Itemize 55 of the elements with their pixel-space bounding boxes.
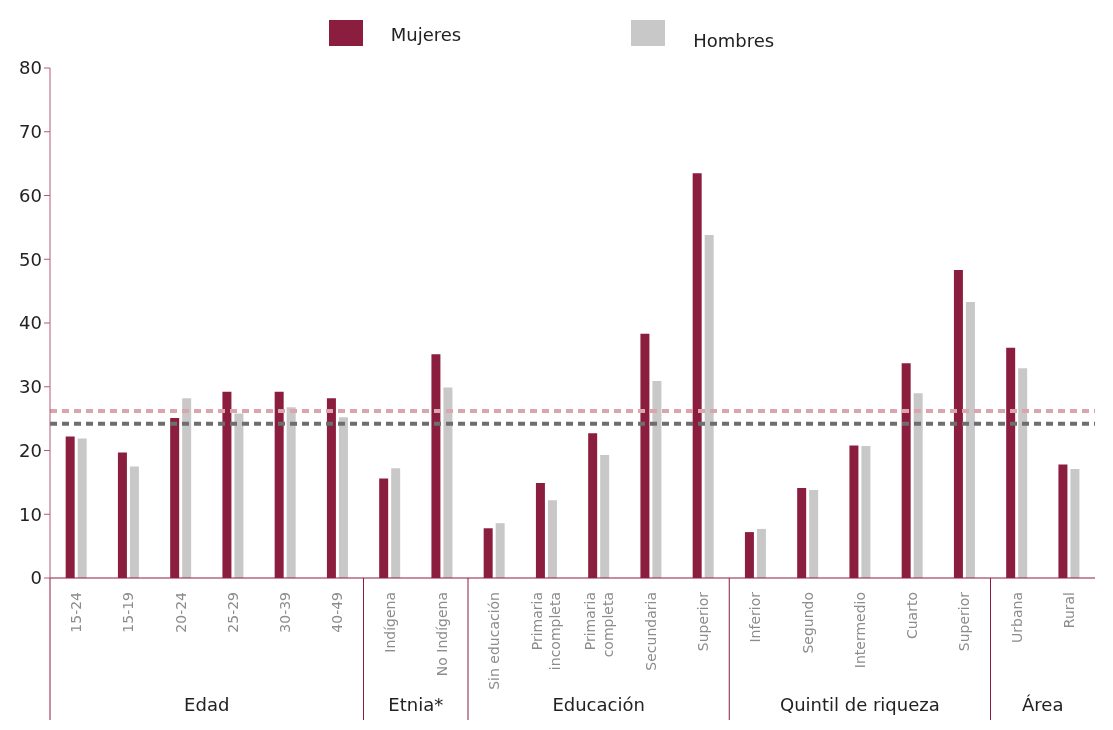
y-tick-label: 30 <box>19 376 42 398</box>
x-tick-label: 20-24 <box>172 591 189 633</box>
y-tick-label: 10 <box>19 503 42 525</box>
x-tick-label: 40-49 <box>329 592 346 633</box>
bar <box>129 466 139 578</box>
x-tick-label: Sin educación <box>486 592 503 690</box>
y-tick-label: 50 <box>19 248 42 270</box>
bar <box>182 398 192 578</box>
y-tick-label: 20 <box>19 439 42 461</box>
bar <box>600 454 610 578</box>
text: Educación <box>551 694 646 715</box>
x-tick-label: Intermedio <box>851 592 868 669</box>
x-tick-label: No Indígena <box>433 592 450 677</box>
x-tick-label: 15-19 <box>120 592 137 633</box>
x-tick-label: Superior <box>956 591 973 652</box>
text: Quintil de riqueza <box>779 694 941 715</box>
bar <box>234 413 244 578</box>
x-tick-label: Inferior <box>747 591 764 643</box>
bar <box>704 235 714 578</box>
text: Área <box>1021 694 1065 715</box>
bar <box>1018 368 1028 578</box>
x-tick-label: Rural <box>1060 592 1077 629</box>
x-tick-label: Secundaria <box>642 592 659 671</box>
legend-label: Hombres <box>693 30 775 51</box>
x-tick-label: Primaria incompleta <box>529 592 564 671</box>
y-tick-label: 80 <box>19 57 42 79</box>
y-tick-label: 70 <box>19 121 42 143</box>
bar <box>756 528 766 578</box>
bar <box>391 468 401 578</box>
text: Edad <box>183 694 231 715</box>
bar <box>1070 468 1080 578</box>
bar <box>495 523 505 578</box>
x-tick-label: Urbana <box>1008 592 1025 643</box>
bar <box>913 393 923 578</box>
bar <box>338 417 348 578</box>
bar <box>652 381 662 578</box>
text: Etnia* <box>387 694 445 715</box>
bar <box>443 387 453 578</box>
x-tick-label: Cuarto <box>904 592 921 640</box>
bar <box>965 301 975 578</box>
y-tick-label: 40 <box>19 312 42 334</box>
bar <box>809 490 819 578</box>
y-tick-label: 60 <box>19 184 42 206</box>
legend-label: Mujeres <box>390 24 462 45</box>
x-tick-label: Superior <box>695 591 712 652</box>
x-tick-label: 30-39 <box>277 592 294 633</box>
bar <box>861 446 871 578</box>
y-tick-label: 0 <box>30 567 42 589</box>
x-tick-label: 25-29 <box>224 592 241 633</box>
x-tick-label: 15-24 <box>68 591 85 633</box>
x-tick-label: Indígena <box>381 592 398 653</box>
bar <box>77 438 87 578</box>
bar <box>286 407 296 578</box>
bar <box>547 500 557 578</box>
x-tick-label: Segundo <box>799 592 816 654</box>
